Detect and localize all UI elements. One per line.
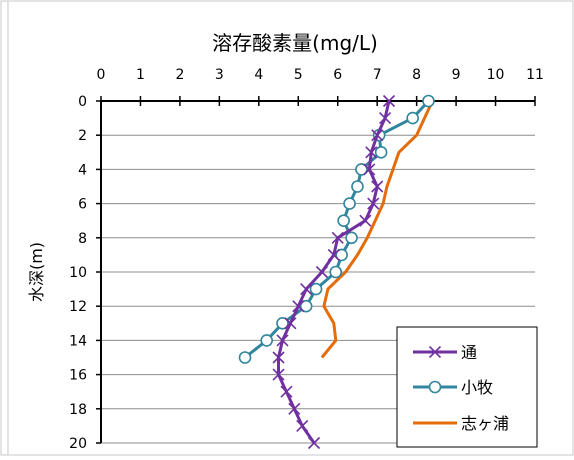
x-tick-label: 4 (254, 67, 263, 83)
series-point-1 (338, 215, 349, 226)
y-tick-label: 10 (69, 265, 87, 281)
x-tick-label: 0 (97, 67, 106, 83)
chart-title: 溶存酸素量(mg/L) (212, 31, 378, 55)
y-axis-label: 水深(m) (27, 242, 46, 302)
x-tick-label: 1 (136, 67, 145, 83)
y-tick-label: 2 (78, 128, 87, 144)
legend-label: 小牧 (461, 378, 493, 397)
y-tick-label: 16 (69, 368, 87, 384)
series-point-1 (330, 267, 341, 278)
series-point-1 (376, 147, 387, 158)
y-tick-label: 6 (78, 197, 87, 213)
y-tick-label: 4 (78, 162, 87, 178)
series-point-1 (344, 198, 355, 209)
x-tick-label: 6 (333, 67, 342, 83)
series-point-1 (423, 96, 434, 107)
y-tick-label: 18 (69, 402, 87, 418)
legend-label: 通 (461, 343, 477, 362)
x-tick-label: 10 (487, 67, 505, 83)
y-tick-label: 20 (69, 436, 87, 452)
x-tick-label: 7 (373, 67, 382, 83)
series-point-1 (346, 232, 357, 243)
series-point-1 (352, 181, 363, 192)
y-tick-label: 12 (69, 299, 87, 315)
series-point-1 (311, 284, 322, 295)
y-tick-label: 0 (78, 94, 87, 110)
series-point-1 (261, 335, 272, 346)
y-tick-label: 14 (69, 333, 87, 349)
x-tick-label: 5 (294, 67, 303, 83)
x-tick-label: 2 (175, 67, 184, 83)
series-point-1 (240, 352, 251, 363)
x-tick-label: 9 (452, 67, 461, 83)
x-tick-label: 11 (526, 67, 544, 83)
legend-swatch-marker (430, 382, 441, 393)
x-tick-label: 3 (215, 67, 224, 83)
series-point-1 (407, 113, 418, 124)
x-tick-label: 8 (412, 67, 421, 83)
y-tick-label: 8 (78, 231, 87, 247)
legend-label: 志ヶ浦 (461, 414, 509, 433)
